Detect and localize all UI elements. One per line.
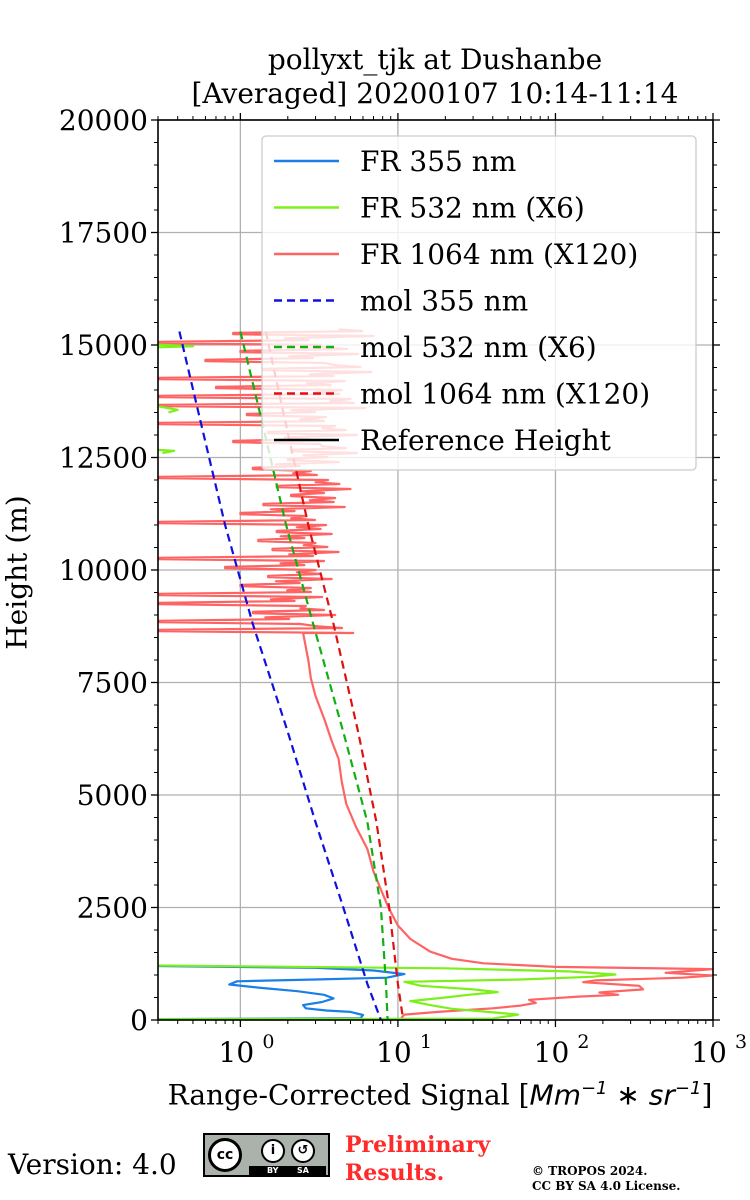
- x-label-prefix: Range-Corrected Signal [: [167, 1078, 530, 1112]
- x-axis-label: Range-Corrected Signal [Mm−1 ∗ sr−1]: [135, 1078, 745, 1111]
- legend-label-fr-532: FR 532 nm (X6): [360, 192, 585, 225]
- copyright-line1: © TROPOS 2024.: [532, 1164, 648, 1178]
- cc-by-sa-badge: cc i ↺ BY SA: [203, 1133, 330, 1177]
- sa-label: SA: [297, 1166, 309, 1175]
- x-tick-label: 10: [376, 1036, 412, 1069]
- y-tick-label: 15000: [59, 329, 148, 362]
- y-tick-label: 7500: [77, 667, 148, 700]
- axis-ticks: 0250050007500100001250015000175002000010…: [59, 104, 747, 1069]
- series-line-fr-532: [158, 343, 617, 1020]
- x-label-unit: Mm: [529, 1078, 581, 1112]
- x-label-suffix: ]: [701, 1078, 713, 1112]
- y-axis-label: Height (m): [0, 495, 34, 650]
- copyright-line2: CC BY SA 4.0 License.: [532, 1179, 681, 1193]
- x-label-mid: ∗ sr: [607, 1078, 675, 1112]
- series-line-fr-355: [158, 964, 406, 1020]
- x-tick-label: 10: [534, 1036, 570, 1069]
- y-tick-label: 20000: [59, 104, 148, 137]
- badge-strip: [249, 1166, 326, 1175]
- legend-box: [261, 135, 697, 471]
- legend-label-fr-355: FR 355 nm: [360, 145, 516, 178]
- x-tick-exponent: 3: [735, 1031, 747, 1053]
- x-tick-exponent: 0: [262, 1031, 274, 1053]
- x-label-exp1: −1: [580, 1078, 608, 1099]
- y-tick-label: 5000: [77, 779, 148, 812]
- copyright-note: © TROPOS 2024. CC BY SA 4.0 License.: [532, 1164, 680, 1194]
- y-tick-label: 0: [130, 1004, 148, 1037]
- x-tick-label: 10: [219, 1036, 255, 1069]
- legend: FR 355 nm FR 532 nm (X6) FR 1064 nm (X120)…: [261, 135, 697, 471]
- by-label: BY: [267, 1166, 279, 1175]
- preliminary-line2: Results.: [345, 1160, 445, 1186]
- sa-share-icon: ↺: [291, 1139, 315, 1163]
- legend-label-reference-height: Reference Height: [360, 424, 612, 457]
- x-tick-exponent: 2: [577, 1031, 589, 1053]
- y-tick-label: 17500: [59, 217, 148, 250]
- y-tick-label: 10000: [59, 554, 148, 587]
- preliminary-line1: Preliminary: [345, 1132, 491, 1158]
- cc-icon: cc: [208, 1138, 242, 1172]
- chart-title-line2: [Averaged] 20200107 10:14-11:14: [191, 77, 679, 110]
- legend-label-mol-355: mol 355 nm: [360, 285, 528, 318]
- preliminary-results-note: Preliminary Results.: [345, 1131, 490, 1187]
- version-label: Version: 4.0: [8, 1148, 177, 1181]
- chart-title-line1: pollyxt_tjk at Dushanbe: [267, 43, 603, 76]
- legend-label-fr-1064: FR 1064 nm (X120): [360, 238, 638, 271]
- legend-label-mol-1064: mol 1064 nm (X120): [360, 378, 650, 411]
- y-tick-label: 2500: [77, 892, 148, 925]
- x-tick-label: 10: [691, 1036, 727, 1069]
- y-tick-label: 12500: [59, 442, 148, 475]
- by-person-icon: i: [261, 1139, 285, 1163]
- series-line-mol-355: [178, 331, 382, 1020]
- x-label-exp2: −1: [674, 1078, 702, 1099]
- x-tick-exponent: 1: [420, 1031, 432, 1053]
- legend-label-mol-532: mol 532 nm (X6): [360, 331, 597, 364]
